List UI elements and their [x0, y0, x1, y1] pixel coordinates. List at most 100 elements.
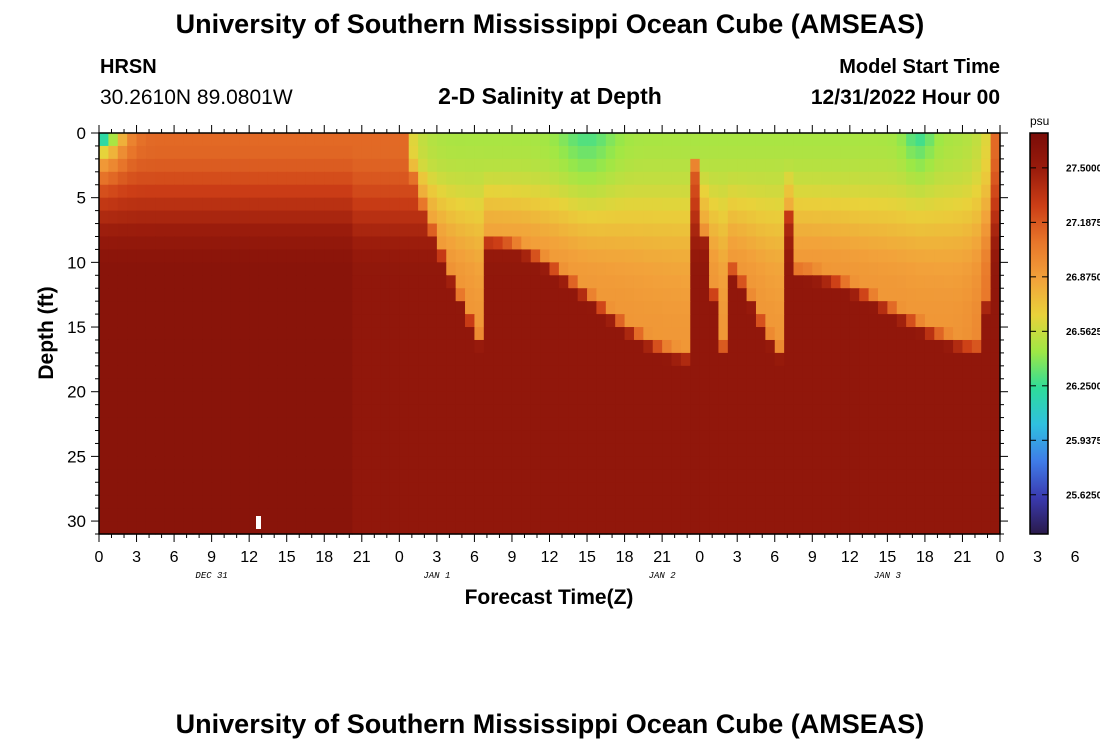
heatmap-cell	[352, 171, 363, 186]
heatmap-cell	[962, 158, 973, 173]
heatmap-cell	[990, 133, 1001, 147]
heatmap-cell	[511, 184, 522, 199]
heatmap-cell	[746, 391, 757, 406]
heatmap-cell	[652, 301, 663, 315]
heatmap-cell	[587, 314, 598, 328]
heatmap-cell	[483, 521, 494, 535]
heatmap-cell	[314, 482, 325, 496]
heatmap-cell	[117, 236, 128, 251]
heatmap-cell	[981, 249, 992, 263]
heatmap-cell	[239, 210, 250, 225]
heatmap-cell	[427, 275, 438, 289]
heatmap-cell	[943, 443, 954, 457]
heatmap-cell	[633, 314, 644, 328]
heatmap-cell	[502, 391, 513, 406]
heatmap-cell	[737, 223, 748, 238]
heatmap-cell	[793, 378, 804, 393]
heatmap-cell	[502, 404, 513, 419]
heatmap-cell	[953, 249, 964, 263]
heatmap-cell	[183, 495, 194, 509]
heatmap-cell	[577, 482, 588, 496]
heatmap-cell	[296, 404, 307, 419]
heatmap-cell	[418, 210, 429, 225]
heatmap-cell	[680, 301, 691, 315]
heatmap-cell	[511, 262, 522, 276]
heatmap-cell	[239, 249, 250, 263]
heatmap-cell	[324, 378, 335, 393]
heatmap-cell	[192, 417, 203, 432]
heatmap-cell	[455, 210, 466, 225]
heatmap-cell	[136, 210, 147, 225]
heatmap-cell	[343, 288, 354, 302]
heatmap-cell	[540, 482, 551, 496]
heatmap-cell	[249, 184, 260, 199]
heatmap-cell	[643, 288, 654, 302]
heatmap-cell	[774, 339, 785, 354]
heatmap-cell	[427, 288, 438, 302]
heatmap-cell	[943, 275, 954, 289]
heatmap-cell	[821, 275, 832, 289]
heatmap-cell	[427, 158, 438, 173]
heatmap-cell	[784, 339, 795, 354]
heatmap-cell	[877, 327, 888, 341]
heatmap-cell	[652, 314, 663, 328]
heatmap-cell	[971, 339, 982, 354]
heatmap-cell	[465, 236, 476, 251]
heatmap-cell	[136, 443, 147, 457]
heatmap-cell	[117, 352, 128, 367]
heatmap-cell	[371, 158, 382, 173]
heatmap-cell	[502, 158, 513, 173]
heatmap-cell	[587, 223, 598, 238]
heatmap-cell	[906, 275, 917, 289]
heatmap-cell	[343, 197, 354, 212]
heatmap-cell	[896, 327, 907, 341]
heatmap-cell	[633, 339, 644, 354]
heatmap-cell	[333, 197, 344, 212]
heatmap-cell	[765, 171, 776, 186]
colorbar-tick-label: 26.8750	[1066, 272, 1100, 283]
heatmap-cell	[296, 469, 307, 483]
heatmap-cell	[821, 314, 832, 328]
heatmap-cell	[868, 249, 879, 263]
heatmap-cell	[314, 145, 325, 160]
heatmap-cell	[483, 482, 494, 496]
heatmap-cell	[277, 301, 288, 315]
heatmap-cell	[652, 339, 663, 354]
heatmap-cell	[324, 404, 335, 419]
heatmap-cell	[746, 352, 757, 367]
heatmap-cell	[249, 339, 260, 354]
heatmap-cell	[981, 339, 992, 354]
heatmap-cell	[755, 508, 766, 522]
heatmap-cell	[718, 508, 729, 522]
heatmap-cell	[840, 210, 851, 225]
heatmap-cell	[324, 339, 335, 354]
heatmap-cell	[915, 145, 926, 160]
heatmap-cell	[784, 327, 795, 341]
heatmap-cell	[746, 521, 757, 535]
heatmap-cell	[840, 184, 851, 199]
heatmap-cell	[324, 197, 335, 212]
heatmap-cell	[305, 508, 316, 522]
heatmap-cell	[324, 456, 335, 470]
heatmap-cell	[99, 508, 109, 522]
heatmap-cell	[371, 210, 382, 225]
x-tick-label: 9	[808, 549, 817, 566]
heatmap-cell	[915, 158, 926, 173]
heatmap-cell	[915, 249, 926, 263]
heatmap-cell	[483, 184, 494, 199]
heatmap-cell	[924, 197, 935, 212]
heatmap-cell	[427, 301, 438, 315]
heatmap-cell	[943, 327, 954, 341]
heatmap-cell	[699, 482, 710, 496]
heatmap-cell	[465, 404, 476, 419]
heatmap-cell	[333, 314, 344, 328]
heatmap-cell	[389, 249, 400, 263]
heatmap-cell	[943, 378, 954, 393]
heatmap-cell	[493, 184, 504, 199]
heatmap-cell	[765, 521, 776, 535]
heatmap-cell	[662, 495, 673, 509]
heatmap-cell	[755, 262, 766, 276]
heatmap-cell	[267, 404, 278, 419]
heatmap-cell	[211, 495, 222, 509]
heatmap-cell	[943, 469, 954, 483]
